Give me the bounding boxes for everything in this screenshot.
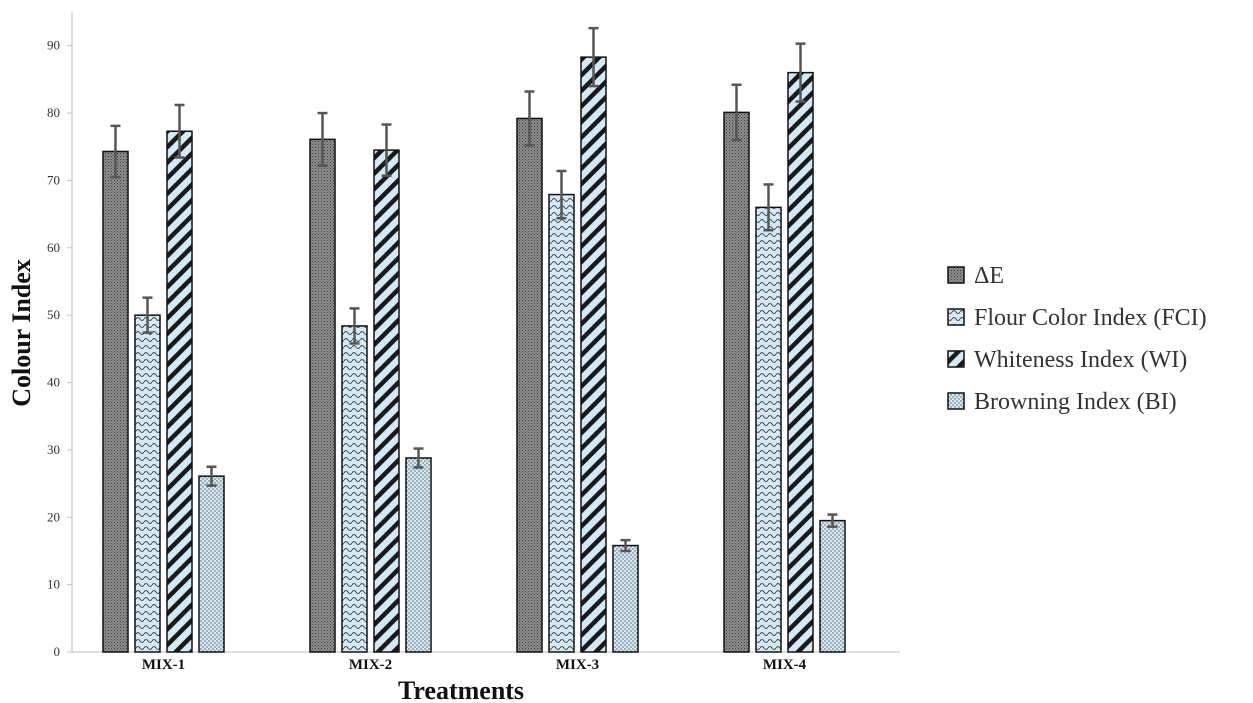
y-tick-label: 40 [47, 375, 60, 390]
error-bar [524, 90, 535, 147]
error-bar [556, 169, 567, 220]
error-bar [110, 124, 121, 179]
legend-swatch [947, 392, 965, 410]
y-tick-label: 80 [47, 105, 60, 120]
bar-dots-mix-3 [612, 544, 639, 653]
legend-label: Flour Color Index (FCI) [974, 305, 1207, 331]
bar-waves-mix-3 [548, 193, 575, 653]
bar-diagonal-mix-4 [787, 71, 814, 653]
y-tick-label: 10 [47, 577, 60, 592]
error-bar [317, 111, 328, 167]
legend-swatch [947, 308, 965, 326]
bar-waves-mix-1 [134, 314, 161, 653]
bar-dots-mix-2 [405, 457, 432, 653]
y-tick-label: 90 [47, 38, 60, 53]
error-bar [142, 296, 153, 334]
legend-swatch [947, 350, 965, 368]
bar-dense-dots-mix-1 [102, 150, 129, 653]
y-tick-label: 50 [47, 307, 60, 322]
legend-label: Browning Index (BI) [974, 389, 1177, 415]
error-bar [413, 447, 424, 469]
y-tick-label: 20 [47, 509, 60, 524]
legend: ΔE Flour Color Index (FCI) Whiteness Index… [947, 263, 1207, 415]
legend-item: ΔE [947, 263, 1004, 289]
x-axis-categories: MIX-1 MIX-2 MIX-3 MIX-4 [142, 657, 807, 673]
error-bars [110, 26, 838, 553]
bars [102, 56, 846, 653]
legend-item: Flour Color Index (FCI) [947, 305, 1207, 331]
y-tick-label: 30 [47, 442, 60, 457]
y-axis-title: Colour Index [7, 259, 36, 407]
legend-item: Browning Index (BI) [947, 389, 1177, 415]
bar-waves-mix-2 [341, 325, 368, 653]
bar-dense-dots-mix-2 [309, 138, 336, 653]
y-tick-label: 0 [54, 644, 61, 659]
y-tick-label: 60 [47, 240, 60, 255]
x-axis-title: Treatments [398, 676, 524, 703]
x-category-label: MIX-2 [349, 657, 392, 673]
error-bar [827, 513, 838, 528]
legend-swatch [947, 266, 965, 284]
error-bar [620, 538, 631, 553]
bar-diagonal-mix-2 [373, 149, 400, 653]
x-category-label: MIX-3 [556, 657, 599, 673]
legend-item: Whiteness Index (WI) [947, 347, 1187, 373]
bar-waves-mix-4 [755, 206, 782, 653]
legend-label: Whiteness Index (WI) [974, 347, 1187, 373]
bar-diagonal-mix-3 [580, 56, 607, 653]
bar-dots-mix-4 [819, 519, 846, 653]
bar-dense-dots-mix-3 [516, 117, 543, 653]
y-tick-label: 70 [47, 172, 60, 187]
x-category-label: MIX-1 [142, 657, 185, 673]
error-bar [763, 183, 774, 232]
bar-diagonal-mix-1 [166, 130, 193, 653]
x-category-label: MIX-4 [763, 657, 807, 673]
y-axis-ticks: 0 10 20 30 40 50 60 70 80 90 [47, 38, 72, 659]
error-bar [174, 103, 185, 159]
error-bar [731, 83, 742, 142]
bar-dense-dots-mix-4 [723, 111, 750, 653]
error-bar [206, 465, 217, 487]
legend-label: ΔE [974, 263, 1004, 289]
error-bar [381, 123, 392, 177]
error-bar [349, 307, 360, 345]
bar-dots-mix-1 [198, 475, 225, 653]
error-bar [588, 26, 599, 88]
error-bar [795, 42, 806, 103]
